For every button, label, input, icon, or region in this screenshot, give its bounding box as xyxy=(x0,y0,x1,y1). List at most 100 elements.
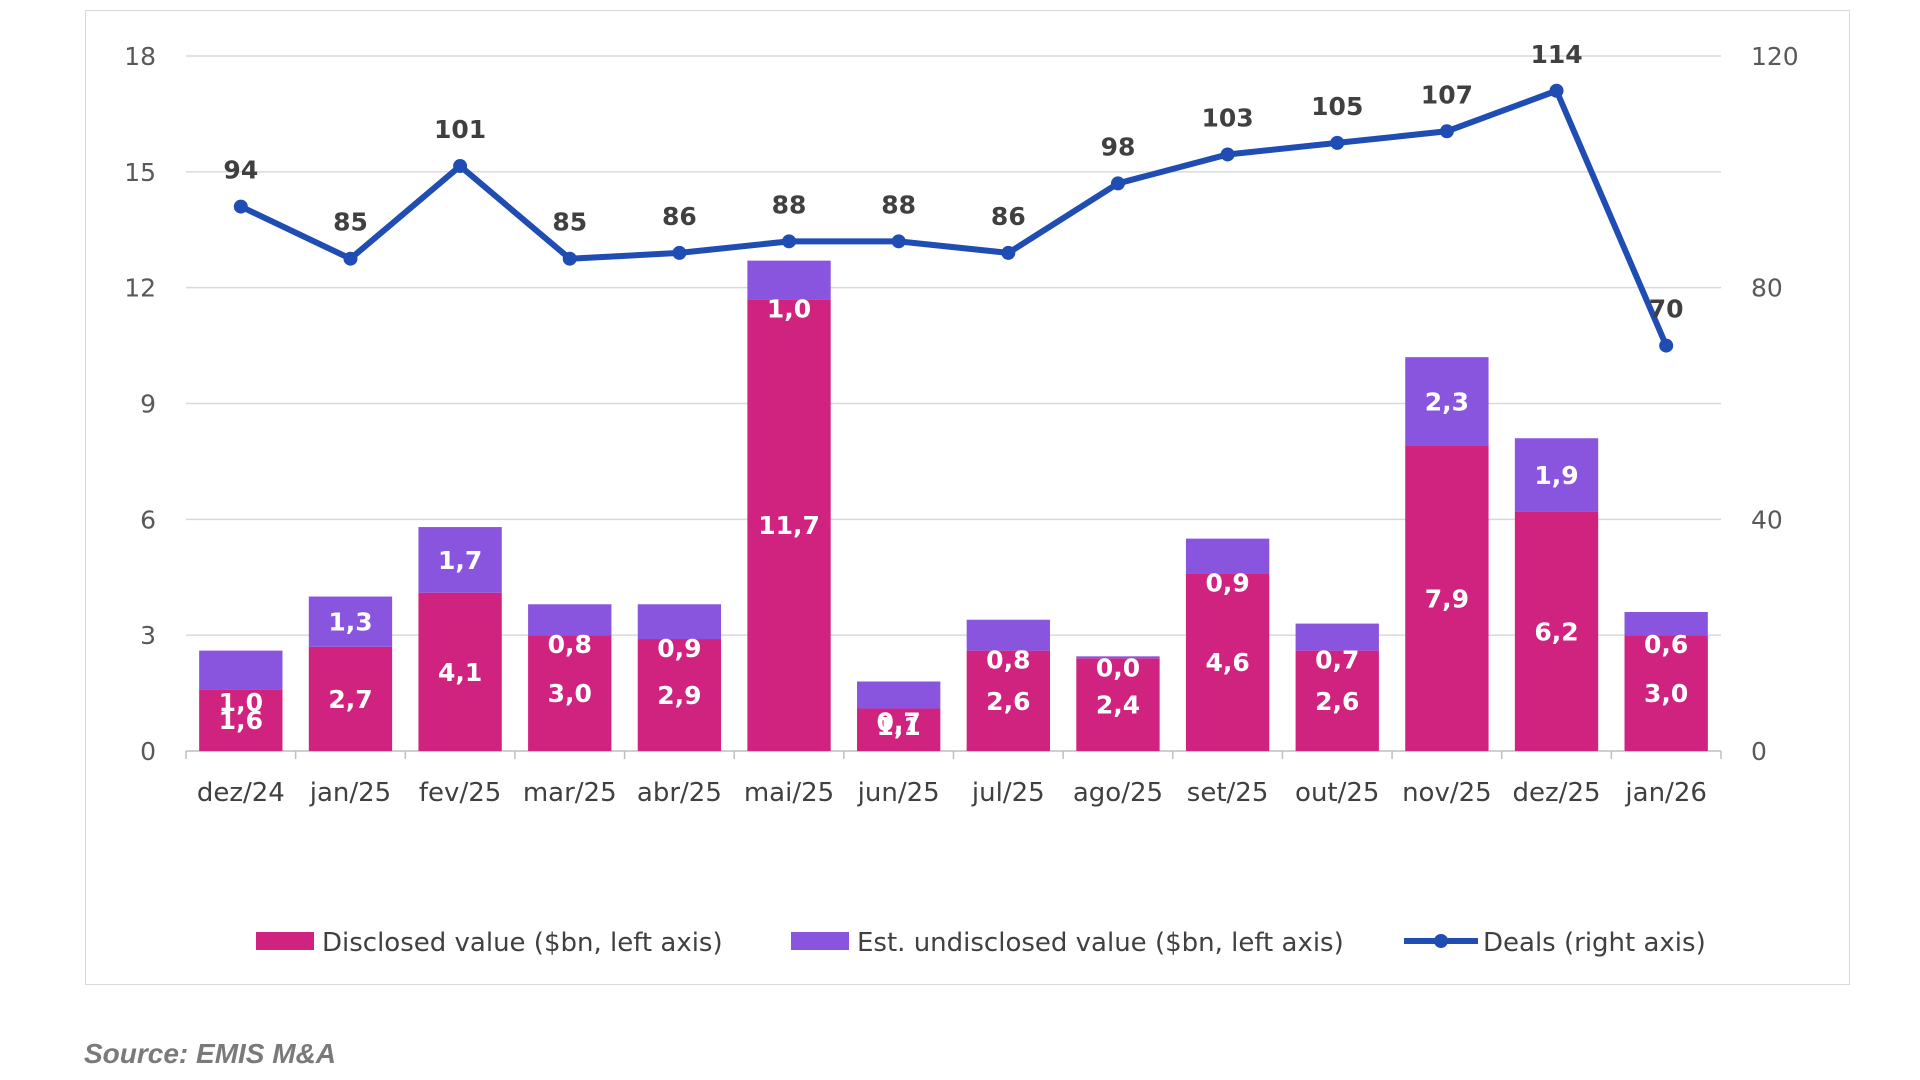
bar-disclosed xyxy=(637,639,722,751)
legend-label-deals: Deals (right axis) xyxy=(1483,928,1706,958)
bar-label-undisclosed: 1,9 xyxy=(1534,461,1578,490)
deals-point xyxy=(343,251,358,266)
bar-disclosed xyxy=(199,689,283,751)
bar-label-undisclosed: 0,9 xyxy=(657,634,701,663)
deals-point xyxy=(1330,135,1345,150)
legend-swatch-undisclosed xyxy=(791,932,849,950)
deals-point xyxy=(562,251,577,266)
deals-point xyxy=(453,159,468,174)
bar-disclosed xyxy=(528,635,612,751)
deals-point xyxy=(672,245,687,260)
y-right-tick-label: 120 xyxy=(1751,42,1799,71)
deals-point xyxy=(891,234,906,249)
bar-label-disclosed: 2,6 xyxy=(986,687,1030,716)
x-tick-label: mar/25 xyxy=(523,778,617,808)
bar-label-undisclosed: 1,7 xyxy=(438,546,482,575)
bar-undisclosed xyxy=(1514,438,1599,512)
bar-label-disclosed: 2,6 xyxy=(1315,687,1359,716)
y-left-tick-label: 3 xyxy=(140,621,156,650)
y-left-tick-label: 6 xyxy=(140,505,156,534)
y-left-tick-label: 18 xyxy=(124,42,156,71)
bar-label-disclosed: 11,7 xyxy=(758,511,820,540)
x-tick-label: set/25 xyxy=(1187,778,1269,808)
deals-label: 85 xyxy=(333,208,368,237)
x-tick-label: jun/25 xyxy=(857,778,940,808)
deals-point xyxy=(233,199,248,214)
bar-label-undisclosed: 0,7 xyxy=(1315,646,1359,675)
x-tick-label: ago/25 xyxy=(1073,778,1163,808)
bar-label-disclosed: 3,0 xyxy=(1644,679,1688,708)
bar-label-disclosed: 1,1 xyxy=(877,712,921,741)
x-tick-label: nov/25 xyxy=(1402,778,1492,808)
bar-undisclosed xyxy=(747,260,831,300)
bar-undisclosed xyxy=(199,650,283,690)
bar-undisclosed xyxy=(528,604,612,636)
combo-chart: 0369121518040801201,61,0dez/242,71,3jan/… xyxy=(124,40,1799,958)
deals-label: 105 xyxy=(1311,92,1363,121)
bar-undisclosed xyxy=(308,596,393,647)
deals-label: 94 xyxy=(223,156,258,185)
deals-label: 114 xyxy=(1530,40,1582,69)
legend-label-undisclosed: Est. undisclosed value ($bn, left axis) xyxy=(857,928,1344,958)
deals-label: 98 xyxy=(1101,132,1136,161)
deals-label: 70 xyxy=(1649,295,1684,324)
y-left-tick-label: 0 xyxy=(140,737,156,766)
bar-label-disclosed: 3,0 xyxy=(548,679,592,708)
deals-point xyxy=(1220,147,1235,162)
bar-label-undisclosed: 1,0 xyxy=(767,294,811,323)
deals-label: 86 xyxy=(991,202,1026,231)
deals-point xyxy=(1001,245,1016,260)
x-tick-label: out/25 xyxy=(1295,778,1379,808)
bar-disclosed xyxy=(1405,445,1489,751)
deals-label: 101 xyxy=(434,115,486,144)
bar-label-disclosed: 2,7 xyxy=(328,685,372,714)
bar-label-undisclosed: 0,8 xyxy=(548,630,592,659)
bar-label-undisclosed: 1,3 xyxy=(328,608,372,637)
bar-disclosed xyxy=(1514,511,1599,751)
bar-undisclosed xyxy=(1185,538,1270,574)
deals-point xyxy=(1549,83,1564,98)
bar-disclosed xyxy=(1624,635,1708,751)
bar-label-undisclosed: 1,0 xyxy=(219,688,263,717)
chart-frame: 0 3 6 9 12 15 18 0 40 80 120 1,6 1,0 dez/24 2,7 1,3 jan/… xyxy=(85,10,1850,985)
x-tick-label: jan/26 xyxy=(1624,778,1706,808)
x-tick-label: mai/25 xyxy=(744,778,834,808)
bar-undisclosed xyxy=(966,619,1050,651)
y-left-tick-label: 9 xyxy=(140,390,156,419)
bar-disclosed xyxy=(966,650,1050,751)
source-note: Source: EMIS M&A xyxy=(84,1038,337,1069)
deals-label: 107 xyxy=(1421,80,1473,109)
bar-undisclosed xyxy=(1295,623,1379,651)
y-right-tick-label: 40 xyxy=(1751,505,1783,534)
bar-disclosed xyxy=(308,646,393,751)
bar-label-disclosed: 2,4 xyxy=(1096,691,1140,720)
x-tick-label: abr/25 xyxy=(637,778,722,808)
y-left-tick-label: 12 xyxy=(124,274,156,303)
bar-label-disclosed: 7,9 xyxy=(1425,584,1469,613)
bar-undisclosed xyxy=(857,681,941,709)
x-tick-label: jan/25 xyxy=(309,778,391,808)
x-tick-label: fev/25 xyxy=(419,778,501,808)
deals-label: 85 xyxy=(552,208,587,237)
y-right-tick-label: 80 xyxy=(1751,274,1783,303)
deals-point xyxy=(782,234,797,249)
bar-disclosed xyxy=(1076,658,1160,751)
legend-marker-deals xyxy=(1434,934,1448,948)
bar-undisclosed xyxy=(1624,612,1708,636)
bar-disclosed xyxy=(418,592,502,751)
bar-label-undisclosed: 0,8 xyxy=(986,646,1030,675)
bar-undisclosed xyxy=(637,604,722,640)
bar-label-undisclosed: 0,7 xyxy=(877,708,921,737)
bar-label-disclosed: 4,6 xyxy=(1205,648,1249,677)
bar-label-disclosed: 4,1 xyxy=(438,658,482,687)
bar-label-undisclosed: 0,9 xyxy=(1205,568,1249,597)
bar-disclosed xyxy=(1185,573,1270,751)
bar-undisclosed xyxy=(1405,357,1489,446)
legend-label-disclosed: Disclosed value ($bn, left axis) xyxy=(322,928,723,958)
x-tick-label: jul/25 xyxy=(971,778,1045,808)
x-tick-label: dez/24 xyxy=(197,778,285,808)
deals-label: 86 xyxy=(662,202,697,231)
bar-label-undisclosed: 0,0 xyxy=(1096,653,1140,682)
bar-label-disclosed: 6,2 xyxy=(1534,617,1578,646)
x-tick-label: dez/25 xyxy=(1513,778,1601,808)
